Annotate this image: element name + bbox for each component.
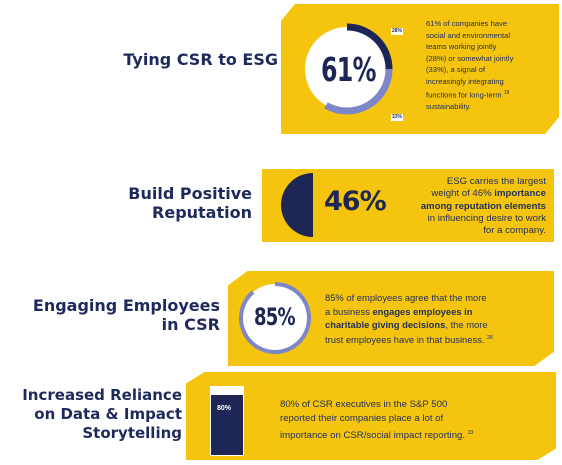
section-1-title: Tying CSR to ESG [100,50,278,69]
section-2-title-line: Reputation [152,203,252,223]
text-line: teams working jointly [426,42,497,52]
text-line: among reputation elements [386,201,546,213]
text-bold: importance [494,188,546,200]
ring-segment [239,282,311,354]
text-line: 80% of CSR executives in the S&P 500 [280,399,448,410]
text-line: importance on CSR/social impact reportin… [280,426,473,443]
text-line: trust employees have in that business. 2… [325,332,493,347]
section-4-card: 80% 80% of CSR executives in the S&P 500… [186,372,556,460]
text-line: functions for long-term 18 [426,88,554,101]
ring-background [241,284,309,352]
section-3-title-line: in CSR [161,315,220,335]
text-segment: a business [325,305,373,317]
section-4-text: 80% of CSR executives in the S&P 500 rep… [280,398,473,443]
text-bold: among reputation elements [420,200,546,212]
text-line: ESG carries the largest [446,176,546,187]
section-3-card: 85% 85% of employees agree that the more… [228,271,554,366]
ring-label-28: 28% [391,28,404,35]
big-stat-46: 46% [324,186,387,217]
footnote-ref: 28 [487,334,493,341]
ring-chart [305,23,393,115]
ring-segment-somewhat [324,68,393,115]
section-1-card: 61% 28% 33% 61% of companies have social… [281,4,559,134]
big-stat-85: 85% [254,303,296,331]
text-segment: weight of 46% [431,188,495,200]
text-line: sustainability. [426,101,472,111]
big-stat-61: 61% [321,50,376,89]
text-line: in influencing desire to work [427,212,546,224]
text-line: (33%), a signal of [426,65,486,75]
section-2-title-line: Build Positive [128,184,252,203]
bar-icon: 80% [210,386,244,456]
ring-segment-jointly [346,23,393,70]
section-4-title-line: on Data & Impact [34,405,182,423]
text-line: (28%) or somewhat jointly [426,53,514,63]
text-line: weight of 46% importance [386,188,546,200]
ring-chart-85 [239,282,311,354]
ring-label-33: 33% [391,114,404,121]
text-bold: engages employees in [372,305,473,317]
text-line: 85% of employees agree that the more [325,292,487,303]
bar-icon-empty [211,387,243,395]
section-2-title: Build Positive Reputation [80,184,252,222]
text-line-content: functions for long-term [426,90,502,100]
text-line: 61% of companies have [426,19,508,28]
section-1-title-line: Tying CSR to ESG [123,50,278,69]
section-3-title: Engaging Employees in CSR [20,296,220,334]
section-4-title-line: Storytelling [82,424,182,442]
section-3-text: 85% of employees agree that the more a b… [325,291,493,347]
text-line-content: importance on CSR/social impact reportin… [280,430,466,442]
text-line: a business engages employees in [325,305,493,319]
section-4-title-line: Increased Reliance [22,386,182,404]
text-line: charitable giving decisions, the more [325,318,493,332]
section-2-text: ESG carries the largest weight of 46% im… [386,176,546,237]
footnote-ref: 33 [467,430,474,436]
section-2-card: 46% ESG carries the largest weight of 46… [262,169,554,242]
text-line: for a company. [483,225,546,237]
text-line: reported their companies place a lot of [280,413,444,424]
text-line: social and environmental [426,30,511,40]
text-bold: charitable giving decisions [325,319,446,331]
text-line-content: trust employees have in that business. [325,333,485,345]
section-1-text: 61% of companies have social and environ… [426,18,554,112]
section-3-title-line: Engaging Employees [32,296,220,315]
bar-label-80: 80% [217,405,232,412]
footnote-ref: 18 [503,89,510,96]
text-line: increasingly integrating [426,76,504,86]
half-circle-icon [281,173,313,237]
ring-background [305,27,389,111]
text-segment: , the more [445,319,488,331]
section-4-title: Increased Reliance on Data & Impact Stor… [0,386,182,443]
